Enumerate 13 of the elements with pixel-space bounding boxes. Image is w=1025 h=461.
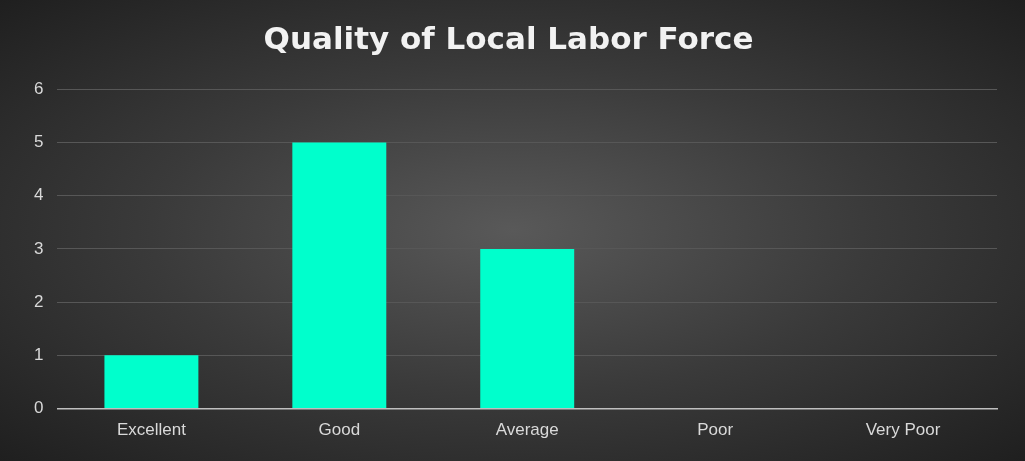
y-tick-label: 6 <box>33 78 44 98</box>
x-tick-label: Poor <box>697 420 734 440</box>
y-tick-label: 4 <box>33 185 44 205</box>
y-tick-label: 0 <box>33 398 44 418</box>
y-tick-label: 1 <box>33 345 44 365</box>
y-tick-label: 3 <box>33 238 44 258</box>
x-tick-label: Very Poor <box>865 420 941 440</box>
x-tick-label: Average <box>495 420 559 440</box>
x-tick-label: Excellent <box>116 420 187 440</box>
y-tick-label: 5 <box>33 132 44 152</box>
x-tick-label: Good <box>318 420 361 440</box>
y-tick-label: 2 <box>33 291 44 311</box>
chart-title: Quality of Local Labor Force <box>263 19 754 56</box>
